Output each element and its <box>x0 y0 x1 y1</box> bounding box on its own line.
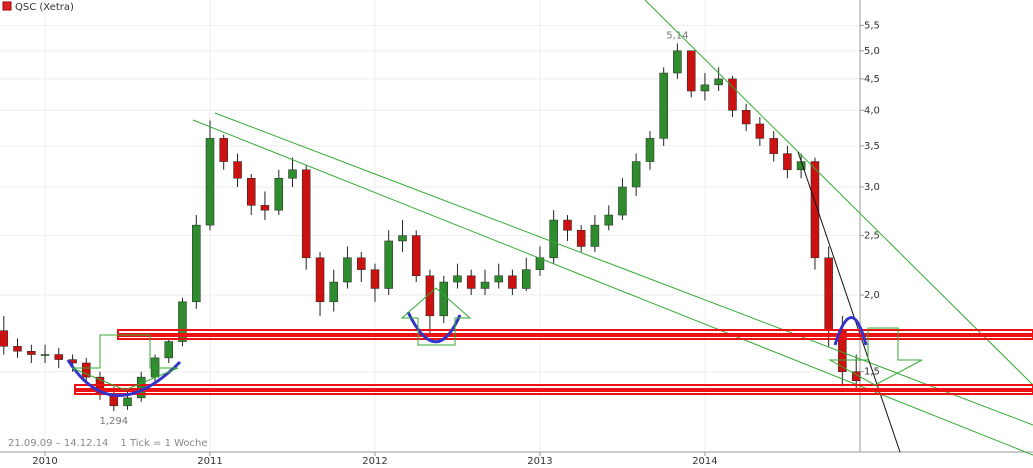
candle-body <box>398 235 407 242</box>
candle-body <box>27 350 36 355</box>
candle-body <box>645 138 655 162</box>
candle-body <box>522 269 531 289</box>
candle-body <box>439 281 449 317</box>
candle-body <box>618 186 627 216</box>
candle-body <box>728 78 737 111</box>
legend-swatch <box>2 1 12 11</box>
candle-body <box>631 161 641 188</box>
candle-body <box>604 214 613 226</box>
candle-body <box>494 275 503 283</box>
candle-body <box>370 269 380 289</box>
y-tick-label: 4,5 <box>864 74 880 85</box>
y-tick-label: 5,5 <box>864 20 880 31</box>
candle-body <box>219 138 228 162</box>
candle-body <box>810 161 820 259</box>
x-tick-label: 2011 <box>197 456 222 467</box>
legend-label: QSC (Xetra) <box>15 2 74 13</box>
candle-body <box>576 230 586 247</box>
candle-body <box>0 330 9 347</box>
candle-body <box>384 240 393 289</box>
candle-body <box>741 110 751 125</box>
candle-body <box>563 219 572 231</box>
candle-body <box>233 161 242 179</box>
y-tick-label: 2,5 <box>864 231 880 242</box>
candle-body <box>714 78 723 86</box>
x-tick-label: 2012 <box>362 456 387 467</box>
x-tick-label: 2013 <box>527 456 552 467</box>
x-tick-label: 2014 <box>692 456 717 467</box>
candle-body <box>247 177 256 206</box>
candle-body <box>700 84 710 92</box>
annotations <box>66 0 1033 456</box>
candle-body <box>357 257 366 270</box>
candle-body <box>164 341 174 359</box>
arc <box>66 359 182 397</box>
candle-body <box>783 153 792 171</box>
support-zone <box>74 390 1033 395</box>
candle-body <box>40 354 50 356</box>
y-tick-label: 1,5 <box>864 367 880 378</box>
y-tick-label: 2,0 <box>864 290 880 301</box>
candle-body <box>590 224 600 247</box>
candle-body <box>549 219 558 259</box>
candle-body <box>260 205 270 211</box>
trend-line <box>797 151 901 453</box>
x-tick-label: 2010 <box>32 456 57 467</box>
candle-body <box>769 138 778 154</box>
candle-body <box>686 50 696 92</box>
candle-body <box>274 177 284 211</box>
trend-line <box>192 119 1033 456</box>
candle-body <box>343 257 352 283</box>
candle-body <box>178 301 187 342</box>
candle-body <box>411 235 421 277</box>
candle-body <box>205 138 215 226</box>
annotation: 5,14 <box>666 30 688 41</box>
candle-body <box>659 72 668 139</box>
candle-body <box>425 275 435 317</box>
y-tick-label: 3,5 <box>864 141 880 152</box>
candle-body <box>301 169 311 259</box>
arrow <box>828 327 923 386</box>
candle-body <box>466 275 476 289</box>
candle-body <box>329 281 338 303</box>
candle-body <box>315 257 325 303</box>
y-tick-label: 5,0 <box>864 46 880 57</box>
annotation: 1,294 <box>100 416 129 427</box>
candle-body <box>192 224 201 303</box>
candle-body <box>123 397 132 407</box>
candle-body <box>453 275 462 283</box>
candle-body <box>480 281 490 289</box>
candle-body <box>673 50 682 74</box>
footer-text: 21.09.09 – 14.12.14 <box>8 438 108 449</box>
candle-body <box>824 257 833 331</box>
arrow <box>71 334 179 391</box>
candle-body <box>13 346 22 352</box>
candle-body <box>82 362 91 378</box>
arc <box>833 316 868 346</box>
y-tick-label: 4,0 <box>864 105 880 116</box>
footer-text: 1 Tick = 1 Woche <box>120 438 207 449</box>
candle-body <box>755 123 765 139</box>
candle-body <box>54 354 63 360</box>
arrow <box>400 287 472 346</box>
y-tick-label: 3,0 <box>864 182 880 193</box>
support-zone <box>117 335 1033 340</box>
support-zone <box>74 384 1033 390</box>
candle-body <box>288 169 297 179</box>
candle-body <box>508 275 517 289</box>
trend-line <box>644 0 1033 386</box>
support-zone <box>117 329 1033 335</box>
candle-body <box>535 257 545 270</box>
